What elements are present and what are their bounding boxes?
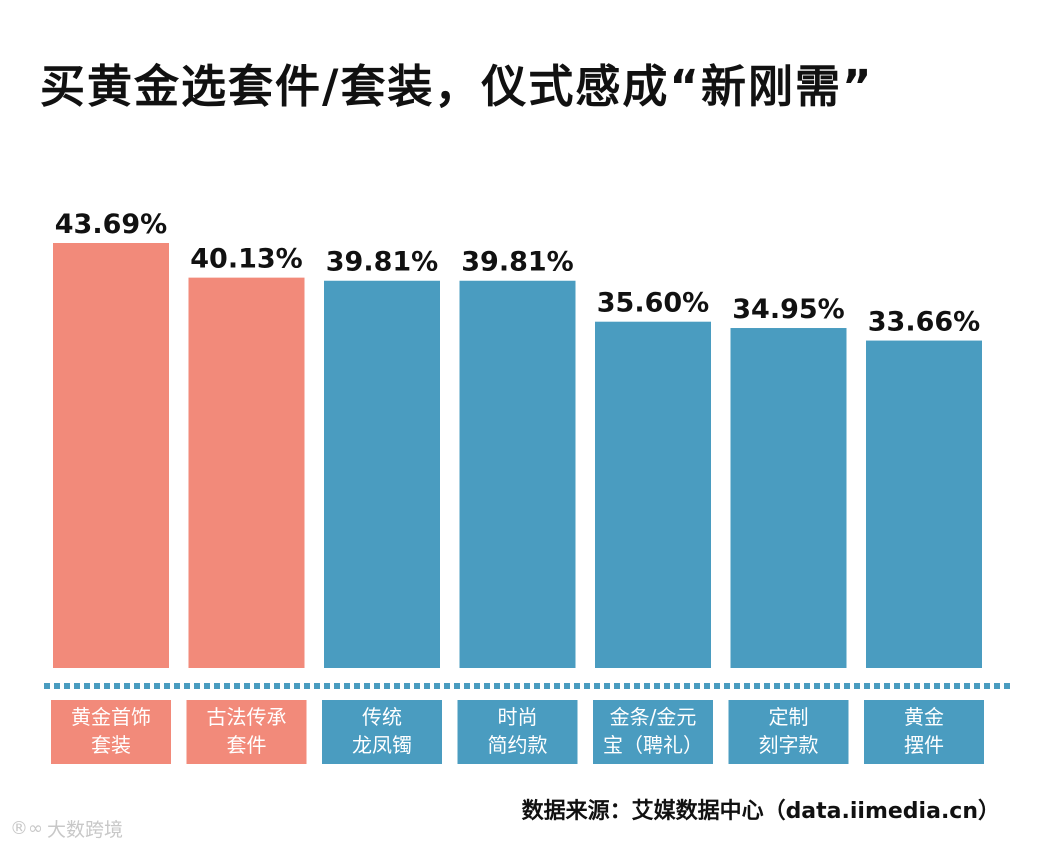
bar-1: [53, 243, 169, 668]
bar-4: [459, 280, 576, 668]
category-label-3-line-1: 传统: [362, 705, 402, 729]
category-label-5-line-1: 金条/金元: [610, 705, 697, 729]
bar-value-label-3: 39.81%: [326, 247, 438, 278]
category-label-7-line-2: 摆件: [904, 733, 944, 757]
category-label-4-line-1: 时尚: [498, 705, 538, 729]
data-source-note: 数据来源：艾媒数据中心（data.iimedia.cn）: [521, 799, 1000, 824]
category-label-2-line-2: 套件: [227, 733, 267, 757]
category-box-6: [728, 700, 849, 764]
category-box-7: [864, 700, 984, 764]
chart-title: 买黄金选套件/套装，仪式感成“新刚需”: [40, 60, 874, 113]
category-label-2-line-1: 古法传承: [207, 705, 287, 729]
bar-5: [595, 321, 711, 668]
category-box-5: [593, 700, 713, 764]
bar-6: [730, 328, 847, 668]
category-box-3: [322, 700, 442, 764]
category-box-4: [457, 700, 578, 764]
category-label-5-line-2: 宝（聘礼）: [603, 733, 703, 757]
bar-2: [188, 277, 305, 668]
category-label-7-line-1: 黄金: [904, 705, 944, 729]
category-label-3-line-2: 龙凤镯: [352, 733, 412, 757]
bar-value-label-6: 34.95%: [732, 294, 844, 325]
watermark: ®∞ 大数跨境: [10, 815, 123, 842]
bar-7: [866, 340, 982, 668]
category-label-1-line-2: 套装: [91, 733, 131, 757]
category-box-1: [51, 700, 171, 764]
bar-value-label-1: 43.69%: [55, 209, 167, 240]
bars-layer: 43.69% 40.13% 39.81% 39.81% 35.60% 34.95% 33.6…: [53, 209, 982, 668]
category-label-4-line-2: 简约款: [488, 733, 548, 757]
bar-3: [324, 280, 440, 668]
bar-value-label-2: 40.13%: [190, 244, 302, 275]
category-label-6-line-2: 刻字款: [759, 733, 819, 757]
bar-value-label-4: 39.81%: [461, 247, 573, 278]
category-box-2: [186, 700, 307, 764]
watermark-text: 大数跨境: [47, 819, 124, 841]
bar-value-label-7: 33.66%: [868, 307, 980, 338]
category-label-1-line-1: 黄金首饰: [71, 705, 151, 729]
category-label-6-line-1: 定制: [769, 705, 809, 729]
bar-value-label-5: 35.60%: [597, 288, 709, 319]
watermark-logo-icon: ®∞: [10, 818, 43, 839]
